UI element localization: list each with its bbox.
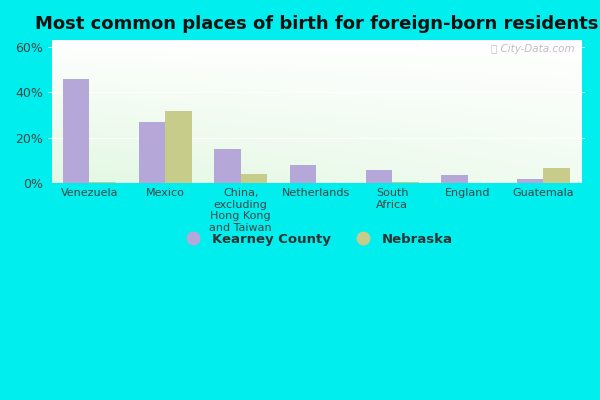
Bar [544,168,570,184]
Bar [517,179,544,184]
Legend: Kearney County, Nebraska: Kearney County, Nebraska [175,228,458,251]
Title: Most common places of birth for foreign-born residents: Most common places of birth for foreign-… [35,15,598,33]
Bar [441,176,468,184]
Bar [165,111,191,184]
Bar [214,149,241,184]
Bar [139,122,165,184]
Bar [290,165,316,184]
Bar [241,174,267,184]
Bar [365,170,392,184]
Bar [63,79,89,184]
Bar [89,182,116,184]
Text: ⓘ City-Data.com: ⓘ City-Data.com [491,44,574,54]
Bar [392,182,419,184]
